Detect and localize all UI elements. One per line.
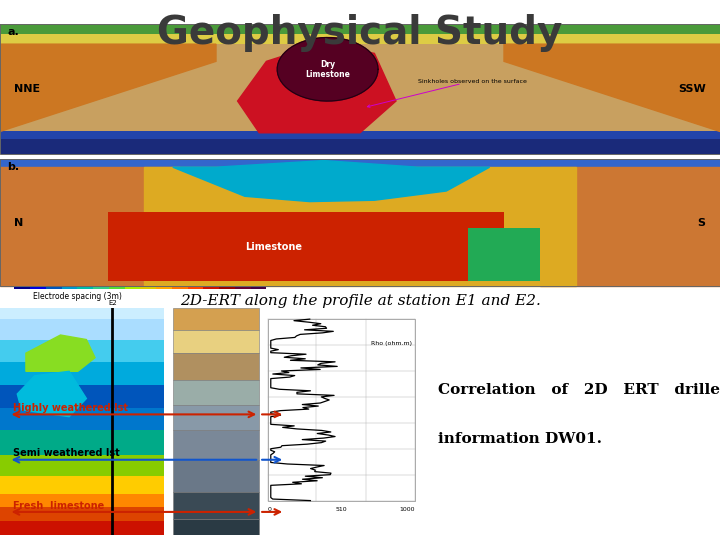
- Bar: [172, 287, 188, 289]
- Bar: [0, 24, 720, 33]
- Text: Rho (ohm.m): Rho (ohm.m): [371, 341, 412, 346]
- Text: Correlation   of   2D   ERT   drilled: Correlation of 2D ERT drilled: [438, 383, 720, 397]
- Bar: [0, 159, 720, 286]
- Bar: [0, 385, 164, 408]
- Bar: [0, 455, 164, 476]
- Bar: [0, 430, 164, 455]
- Bar: [0, 508, 164, 521]
- Bar: [173, 460, 259, 491]
- Bar: [0, 521, 164, 535]
- Bar: [173, 330, 259, 353]
- Bar: [235, 287, 251, 289]
- Bar: [203, 287, 219, 289]
- Bar: [62, 287, 78, 289]
- Bar: [125, 287, 140, 289]
- Bar: [108, 212, 504, 281]
- Bar: [30, 287, 46, 289]
- Text: Limestone: Limestone: [245, 241, 302, 252]
- Bar: [0, 319, 164, 340]
- Bar: [0, 159, 720, 167]
- Polygon shape: [17, 372, 86, 417]
- Bar: [173, 353, 259, 380]
- Bar: [109, 287, 125, 289]
- Bar: [0, 340, 164, 362]
- Bar: [93, 287, 109, 289]
- Text: 2D-ERT along the profile at station E1 and E2.: 2D-ERT along the profile at station E1 a…: [179, 294, 541, 308]
- Text: 510: 510: [336, 508, 347, 512]
- Bar: [251, 287, 266, 289]
- Text: Fresh  limestone: Fresh limestone: [13, 501, 104, 510]
- Polygon shape: [0, 167, 180, 286]
- Text: Dry
Limestone: Dry Limestone: [305, 59, 350, 79]
- Bar: [0, 494, 164, 508]
- Bar: [173, 380, 259, 406]
- Bar: [140, 287, 156, 289]
- Bar: [78, 287, 93, 289]
- Bar: [268, 319, 415, 501]
- Bar: [0, 139, 720, 154]
- Bar: [468, 228, 540, 281]
- Polygon shape: [144, 167, 576, 286]
- Bar: [156, 287, 172, 289]
- Bar: [173, 308, 259, 330]
- Text: Sinkholes observed on the surface: Sinkholes observed on the surface: [367, 78, 526, 107]
- Bar: [188, 287, 203, 289]
- Bar: [0, 476, 164, 494]
- Bar: [14, 287, 30, 289]
- Bar: [173, 491, 259, 519]
- Text: Electrode spacing (3m): Electrode spacing (3m): [33, 292, 122, 301]
- Polygon shape: [277, 38, 378, 101]
- Text: SSW: SSW: [678, 84, 706, 94]
- Text: E2: E2: [108, 300, 117, 306]
- Bar: [173, 519, 259, 535]
- Text: N: N: [14, 218, 24, 228]
- Polygon shape: [504, 44, 720, 131]
- Polygon shape: [173, 160, 490, 201]
- Bar: [173, 406, 259, 430]
- Bar: [0, 131, 720, 139]
- Text: a.: a.: [7, 27, 19, 37]
- Text: 0: 0: [268, 508, 271, 512]
- Text: information DW01.: information DW01.: [438, 432, 602, 446]
- Bar: [0, 159, 720, 286]
- Polygon shape: [0, 44, 216, 131]
- Text: S: S: [698, 218, 706, 228]
- Bar: [0, 362, 164, 385]
- Bar: [0, 408, 164, 430]
- Bar: [0, 308, 164, 319]
- Bar: [0, 24, 720, 154]
- Bar: [0, 24, 720, 154]
- Text: NNE: NNE: [14, 84, 40, 94]
- Polygon shape: [26, 335, 95, 372]
- Text: Semi weathered lst: Semi weathered lst: [13, 448, 120, 458]
- Text: b.: b.: [7, 162, 19, 172]
- Bar: [46, 287, 62, 289]
- Text: 1000: 1000: [399, 508, 415, 512]
- Bar: [219, 287, 235, 289]
- Polygon shape: [238, 43, 396, 133]
- Text: Geophysical Study: Geophysical Study: [157, 14, 563, 51]
- Bar: [173, 430, 259, 460]
- Polygon shape: [540, 167, 720, 286]
- Text: Highly weathered lst: Highly weathered lst: [13, 403, 128, 413]
- Bar: [0, 33, 720, 44]
